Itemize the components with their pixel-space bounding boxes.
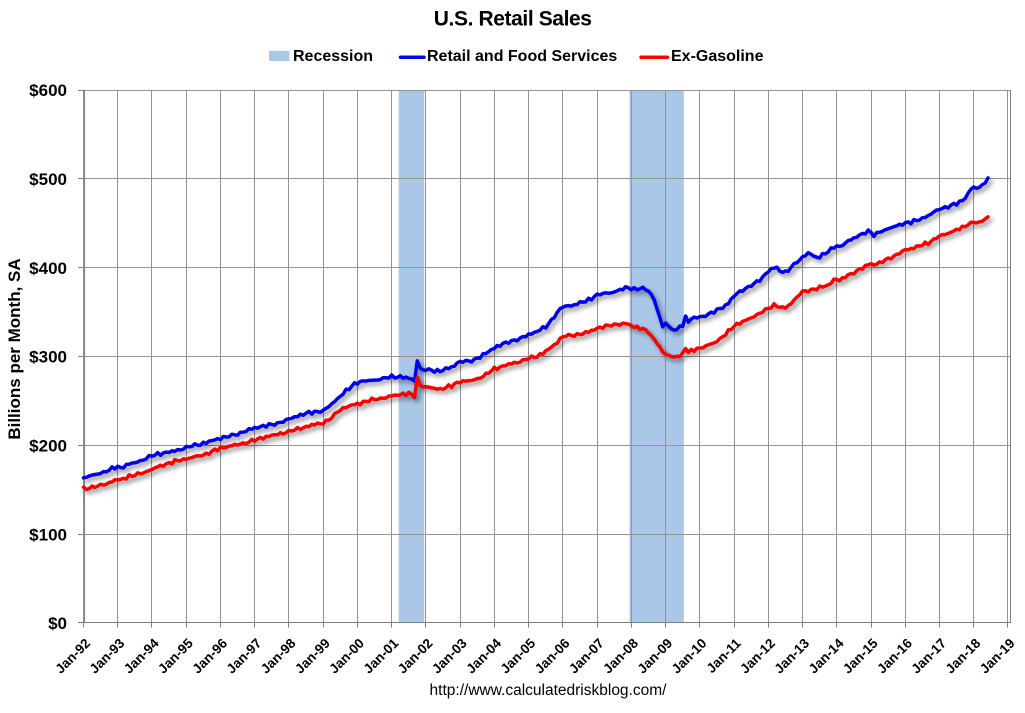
svg-text:Retail and Food Services: Retail and Food Services	[427, 48, 617, 65]
svg-text:$100: $100	[29, 525, 67, 544]
svg-text:http://www.calculatedriskblog.: http://www.calculatedriskblog.com/	[430, 682, 668, 699]
svg-text:$300: $300	[29, 348, 67, 367]
svg-text:$0: $0	[48, 614, 67, 633]
svg-text:$200: $200	[29, 437, 67, 456]
svg-text:$500: $500	[29, 170, 67, 189]
svg-text:Ex-Gasoline: Ex-Gasoline	[671, 48, 764, 65]
svg-text:Recession: Recession	[293, 48, 373, 65]
svg-text:$400: $400	[29, 259, 67, 278]
svg-text:$600: $600	[29, 81, 67, 100]
svg-text:U.S. Retail Sales: U.S. Retail Sales	[434, 8, 592, 31]
svg-text:Billions per Month, SA: Billions per Month, SA	[5, 258, 24, 439]
